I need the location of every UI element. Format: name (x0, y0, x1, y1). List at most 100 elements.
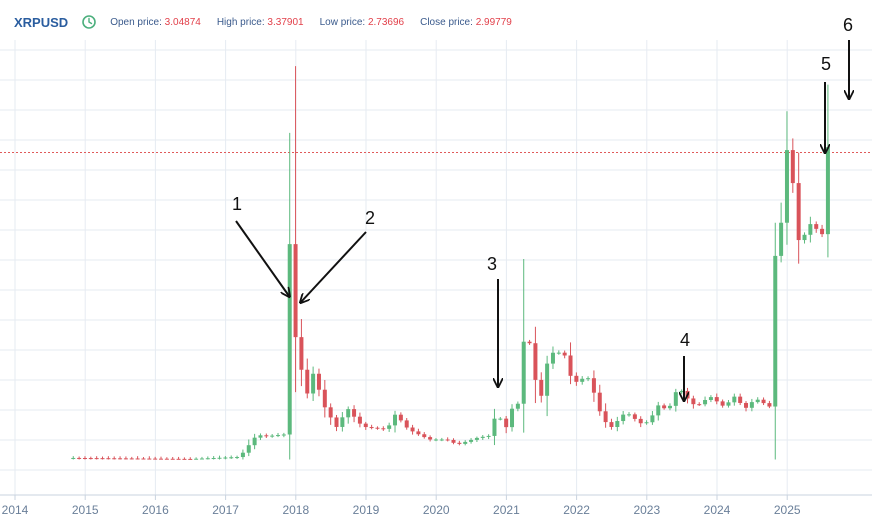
candle (825, 84, 830, 258)
candle (451, 438, 456, 445)
candle-body (486, 435, 491, 437)
candle-body (720, 401, 725, 406)
candle-body (784, 150, 789, 223)
candle-body (545, 363, 550, 396)
candle (527, 339, 532, 345)
candle-body (469, 439, 474, 442)
candle-body (755, 399, 760, 403)
candle (486, 434, 491, 440)
candle-body (697, 404, 702, 406)
candle (147, 456, 152, 460)
candle (176, 456, 181, 460)
x-tick-label: 2022 (563, 503, 590, 517)
candle (252, 433, 257, 450)
candle-body (264, 435, 269, 437)
candle-body (796, 183, 801, 241)
high-price: High price: 3.37901 (217, 17, 304, 28)
annotation-label: 4 (680, 330, 690, 350)
candle-body (825, 147, 830, 235)
candle-body (761, 399, 766, 404)
candle-body (340, 417, 345, 427)
candle-body (106, 458, 111, 460)
candle-body (621, 414, 626, 422)
x-tick-label: 2021 (493, 503, 520, 517)
candle-body (703, 400, 708, 405)
candle (112, 456, 117, 460)
candle-body (188, 458, 193, 460)
candle-body (749, 402, 754, 408)
candle (94, 456, 99, 460)
candle (591, 370, 596, 402)
symbol-label[interactable]: XRPUSD (14, 14, 69, 30)
candle-body (322, 389, 327, 408)
candle (100, 456, 105, 460)
candle (632, 412, 637, 422)
high-price-value: 3.37901 (267, 16, 304, 28)
candle (153, 456, 158, 460)
candle (761, 397, 766, 406)
candle (299, 319, 304, 387)
candle-body (141, 458, 146, 460)
candle (627, 412, 632, 417)
candle (755, 397, 760, 404)
candle (393, 410, 398, 433)
candle (469, 438, 474, 444)
candle-body (328, 407, 333, 418)
candle-body (632, 414, 637, 419)
candle (480, 434, 485, 441)
candle (515, 401, 520, 412)
candle (685, 387, 690, 404)
annotation-label: 6 (843, 15, 853, 35)
x-tick-label: 2024 (704, 503, 731, 517)
candle-body (428, 437, 433, 440)
candle-body (293, 244, 298, 338)
candle (779, 202, 784, 263)
candle (217, 455, 222, 460)
candle-body (580, 378, 585, 382)
candle (656, 401, 661, 421)
candle (264, 433, 269, 438)
candle (352, 405, 357, 423)
candle-body (299, 337, 304, 370)
candle-body (656, 405, 661, 416)
clock-icon[interactable] (82, 15, 96, 29)
candle (814, 221, 819, 233)
candle-body (550, 352, 555, 364)
candle-body (638, 418, 643, 424)
candle-body (118, 458, 123, 460)
candle-body (393, 414, 398, 426)
candle-body (346, 409, 351, 418)
candle-body (112, 458, 117, 460)
x-tick-label: 2017 (212, 503, 239, 517)
candle-body (615, 421, 620, 427)
candle (387, 422, 392, 432)
candle-body (627, 414, 632, 416)
candle (556, 350, 561, 355)
close-price: Close price: 2.99779 (420, 17, 512, 28)
candle-body (71, 457, 76, 459)
annotation-arrow (235, 220, 289, 296)
candle-body (650, 415, 655, 423)
candle (550, 346, 555, 369)
candle (562, 350, 567, 359)
candle-body (685, 390, 690, 399)
candlestick-series (71, 66, 830, 460)
candle (398, 412, 403, 423)
candle-body (603, 411, 608, 423)
candle-body (410, 427, 415, 432)
candle-body (147, 458, 152, 460)
candle (802, 232, 807, 244)
candle-body (609, 422, 614, 427)
candle (784, 111, 789, 245)
candle-body (287, 244, 292, 435)
candle-body (82, 457, 87, 459)
candle-body (199, 458, 204, 460)
candle-body (281, 434, 286, 436)
candle (311, 366, 316, 401)
candle-body (316, 373, 321, 390)
candle (621, 411, 626, 425)
x-tick-label: 2015 (72, 503, 99, 517)
candle (229, 455, 234, 459)
candle (246, 439, 251, 457)
